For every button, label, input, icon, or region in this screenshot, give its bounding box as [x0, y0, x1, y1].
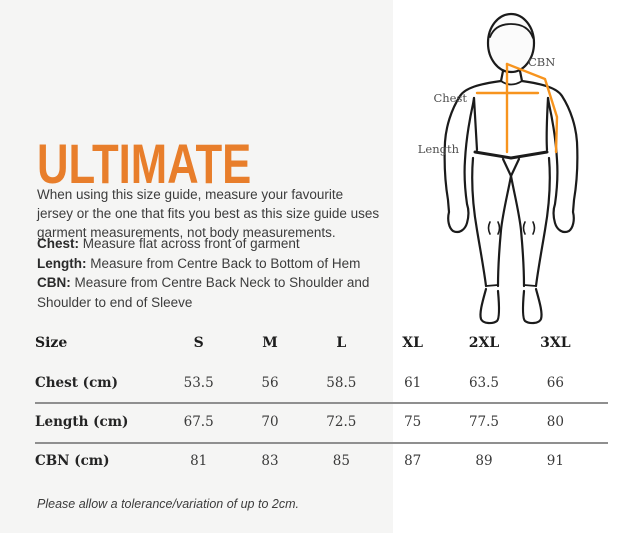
table-cell: 67.5	[183, 414, 214, 430]
diagram-label-length: Length	[418, 142, 460, 156]
table-cell: 56	[261, 375, 279, 391]
measurement-definitions: Chest: Measure flat across front of garm…	[37, 234, 385, 312]
table-cell: 89	[475, 453, 493, 469]
table-cell: 77.5	[468, 414, 500, 430]
column-header: 3XL	[540, 335, 571, 351]
definition-length: Length: Measure from Centre Back to Bott…	[37, 254, 385, 274]
definition-text: Measure from Centre Back to Bottom of He…	[90, 255, 361, 271]
column-header: 2XL	[468, 335, 500, 351]
diagram-label-cbn: CBN	[528, 55, 555, 69]
table-cell: 72.5	[326, 414, 357, 430]
figure-outline	[443, 12, 579, 325]
definition-chest: Chest: Measure flat across front of garm…	[37, 234, 385, 254]
table-divider	[35, 402, 608, 404]
definition-term: CBN:	[37, 275, 71, 291]
table-cell: 66	[546, 375, 564, 391]
table-cell: 61	[404, 375, 422, 391]
table-cell: 63.5	[468, 375, 500, 391]
row-label: Length (cm)	[35, 414, 129, 430]
definition-term: Length:	[37, 255, 87, 271]
row-label: Chest (cm)	[35, 375, 118, 391]
table-cell: 70	[261, 414, 279, 430]
measurement-line-cbn	[505, 62, 559, 154]
table-cell: 75	[404, 414, 422, 430]
table-row-cbn: CBN (cm) 81 83 85 87 89 91	[35, 449, 591, 473]
definition-text: Measure flat across front of garment	[82, 236, 300, 251]
table-cell: 83	[261, 453, 279, 469]
intro-text: When using this size guide, measure your…	[37, 186, 380, 240]
definition-text: Measure from Centre Back Neck to Shoulde…	[37, 275, 370, 310]
table-cell: 85	[332, 453, 350, 469]
left-background-panel	[0, 0, 393, 533]
definition-term: Chest:	[37, 236, 80, 251]
column-header: Size	[35, 335, 68, 351]
column-header: S	[193, 335, 204, 351]
table-cell: 53.5	[183, 375, 214, 391]
diagram-label-chest: Chest	[433, 91, 467, 105]
table-row-chest: Chest (cm) 53.5 56 58.5 61 63.5 66	[35, 371, 591, 395]
page-title: ULTIMATE	[37, 131, 252, 195]
definition-cbn: CBN: Measure from Centre Back Neck to Sh…	[37, 273, 385, 312]
table-cell: 58.5	[326, 375, 357, 391]
body-measurement-diagram: CBN Chest Length	[413, 2, 591, 332]
table-cell: 80	[546, 414, 564, 430]
table-cell: 87	[404, 453, 422, 469]
tolerance-note: Please allow a tolerance/variation of up…	[37, 496, 299, 511]
body-diagram-svg: CBN Chest Length	[418, 12, 579, 325]
column-header: M	[262, 335, 278, 351]
size-table-header-row: Size S M L XL 2XL 3XL	[35, 331, 591, 355]
column-header: XL	[402, 335, 424, 351]
table-cell: 81	[190, 453, 208, 469]
column-header: L	[336, 335, 347, 351]
table-divider	[35, 442, 608, 444]
table-cell: 91	[546, 453, 564, 469]
table-row-length: Length (cm) 67.5 70 72.5 75 77.5 80	[35, 410, 591, 434]
row-label: CBN (cm)	[35, 453, 110, 469]
